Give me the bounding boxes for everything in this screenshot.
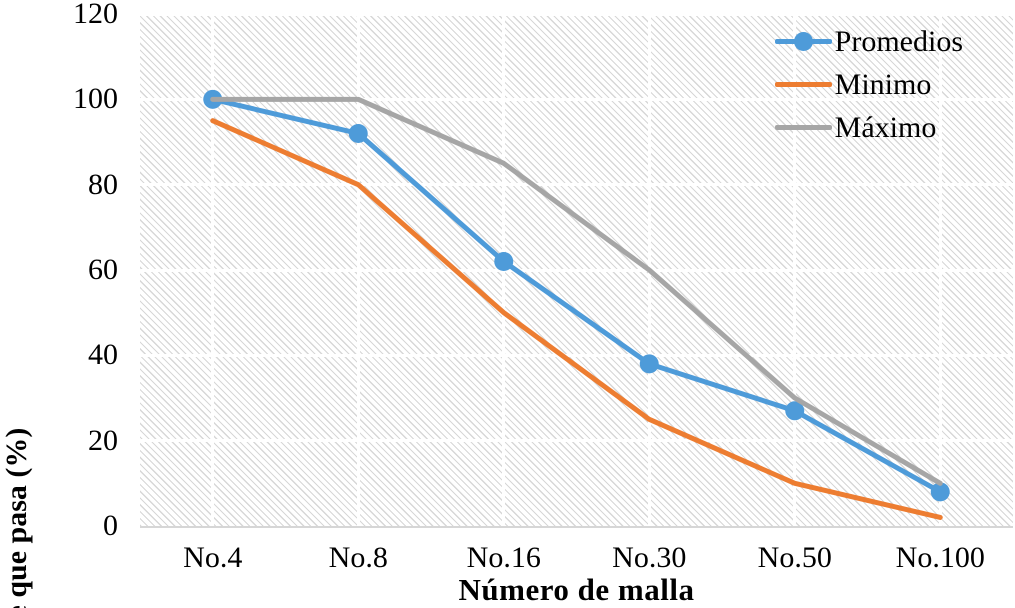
series-line-máximo bbox=[210, 96, 943, 486]
y-tick-label: 80 bbox=[88, 167, 118, 201]
gridline-vertical bbox=[938, 14, 942, 526]
y-tick-label: 20 bbox=[88, 423, 118, 457]
series-line-promedios bbox=[210, 96, 943, 495]
x-tick-label: No.50 bbox=[757, 541, 832, 574]
x-tick-label: No.4 bbox=[183, 541, 243, 574]
gridline-vertical bbox=[793, 14, 797, 526]
data-point-marker-promedios bbox=[930, 482, 950, 502]
legend-label: Minimo bbox=[834, 67, 932, 101]
gridline-horizontal bbox=[140, 12, 1013, 16]
data-point-marker-promedios bbox=[639, 354, 659, 374]
gridline-horizontal bbox=[140, 353, 1013, 357]
data-point-marker-promedios bbox=[494, 251, 514, 271]
gridline-horizontal bbox=[140, 183, 1013, 187]
x-tick-label: No.8 bbox=[328, 541, 388, 574]
y-tick-label: 40 bbox=[88, 338, 118, 372]
legend-marker-dot bbox=[793, 32, 813, 51]
gridline-vertical bbox=[211, 14, 215, 526]
y-tick-label: 100 bbox=[73, 82, 118, 116]
gridline-horizontal bbox=[140, 268, 1013, 272]
y-tick-label: 0 bbox=[103, 509, 118, 542]
chart-legend: Promedios Minimo Máximo bbox=[774, 20, 963, 149]
gridline-vertical bbox=[356, 14, 360, 526]
y-tick-label: 60 bbox=[88, 253, 118, 286]
x-axis-line bbox=[140, 526, 1013, 528]
gridline-horizontal bbox=[140, 439, 1013, 443]
legend-line-sample bbox=[774, 118, 832, 138]
legend-label: Promedios bbox=[834, 24, 963, 58]
data-point-marker-promedios bbox=[348, 123, 368, 143]
x-tick-label: No.100 bbox=[895, 541, 985, 574]
legend-line-sample bbox=[774, 75, 832, 95]
legend-item-minimo: Minimo bbox=[774, 63, 963, 106]
series-line-minimo bbox=[210, 118, 943, 520]
legend-line-sample bbox=[774, 32, 832, 52]
x-axis-title: Número de malla bbox=[458, 572, 695, 607]
legend-item-máximo: Máximo bbox=[774, 106, 963, 149]
x-tick-label: No.16 bbox=[466, 541, 541, 574]
plot-area bbox=[140, 12, 1013, 526]
data-point-marker-promedios bbox=[785, 401, 805, 421]
y-tick-label: 120 bbox=[73, 0, 118, 30]
legend-label: Máximo bbox=[834, 110, 937, 144]
series-plot-svg bbox=[203, 89, 950, 520]
legend-item-promedios: Promedios bbox=[774, 20, 963, 63]
gridline-horizontal bbox=[140, 97, 1013, 101]
x-tick-label: No.30 bbox=[612, 541, 687, 574]
